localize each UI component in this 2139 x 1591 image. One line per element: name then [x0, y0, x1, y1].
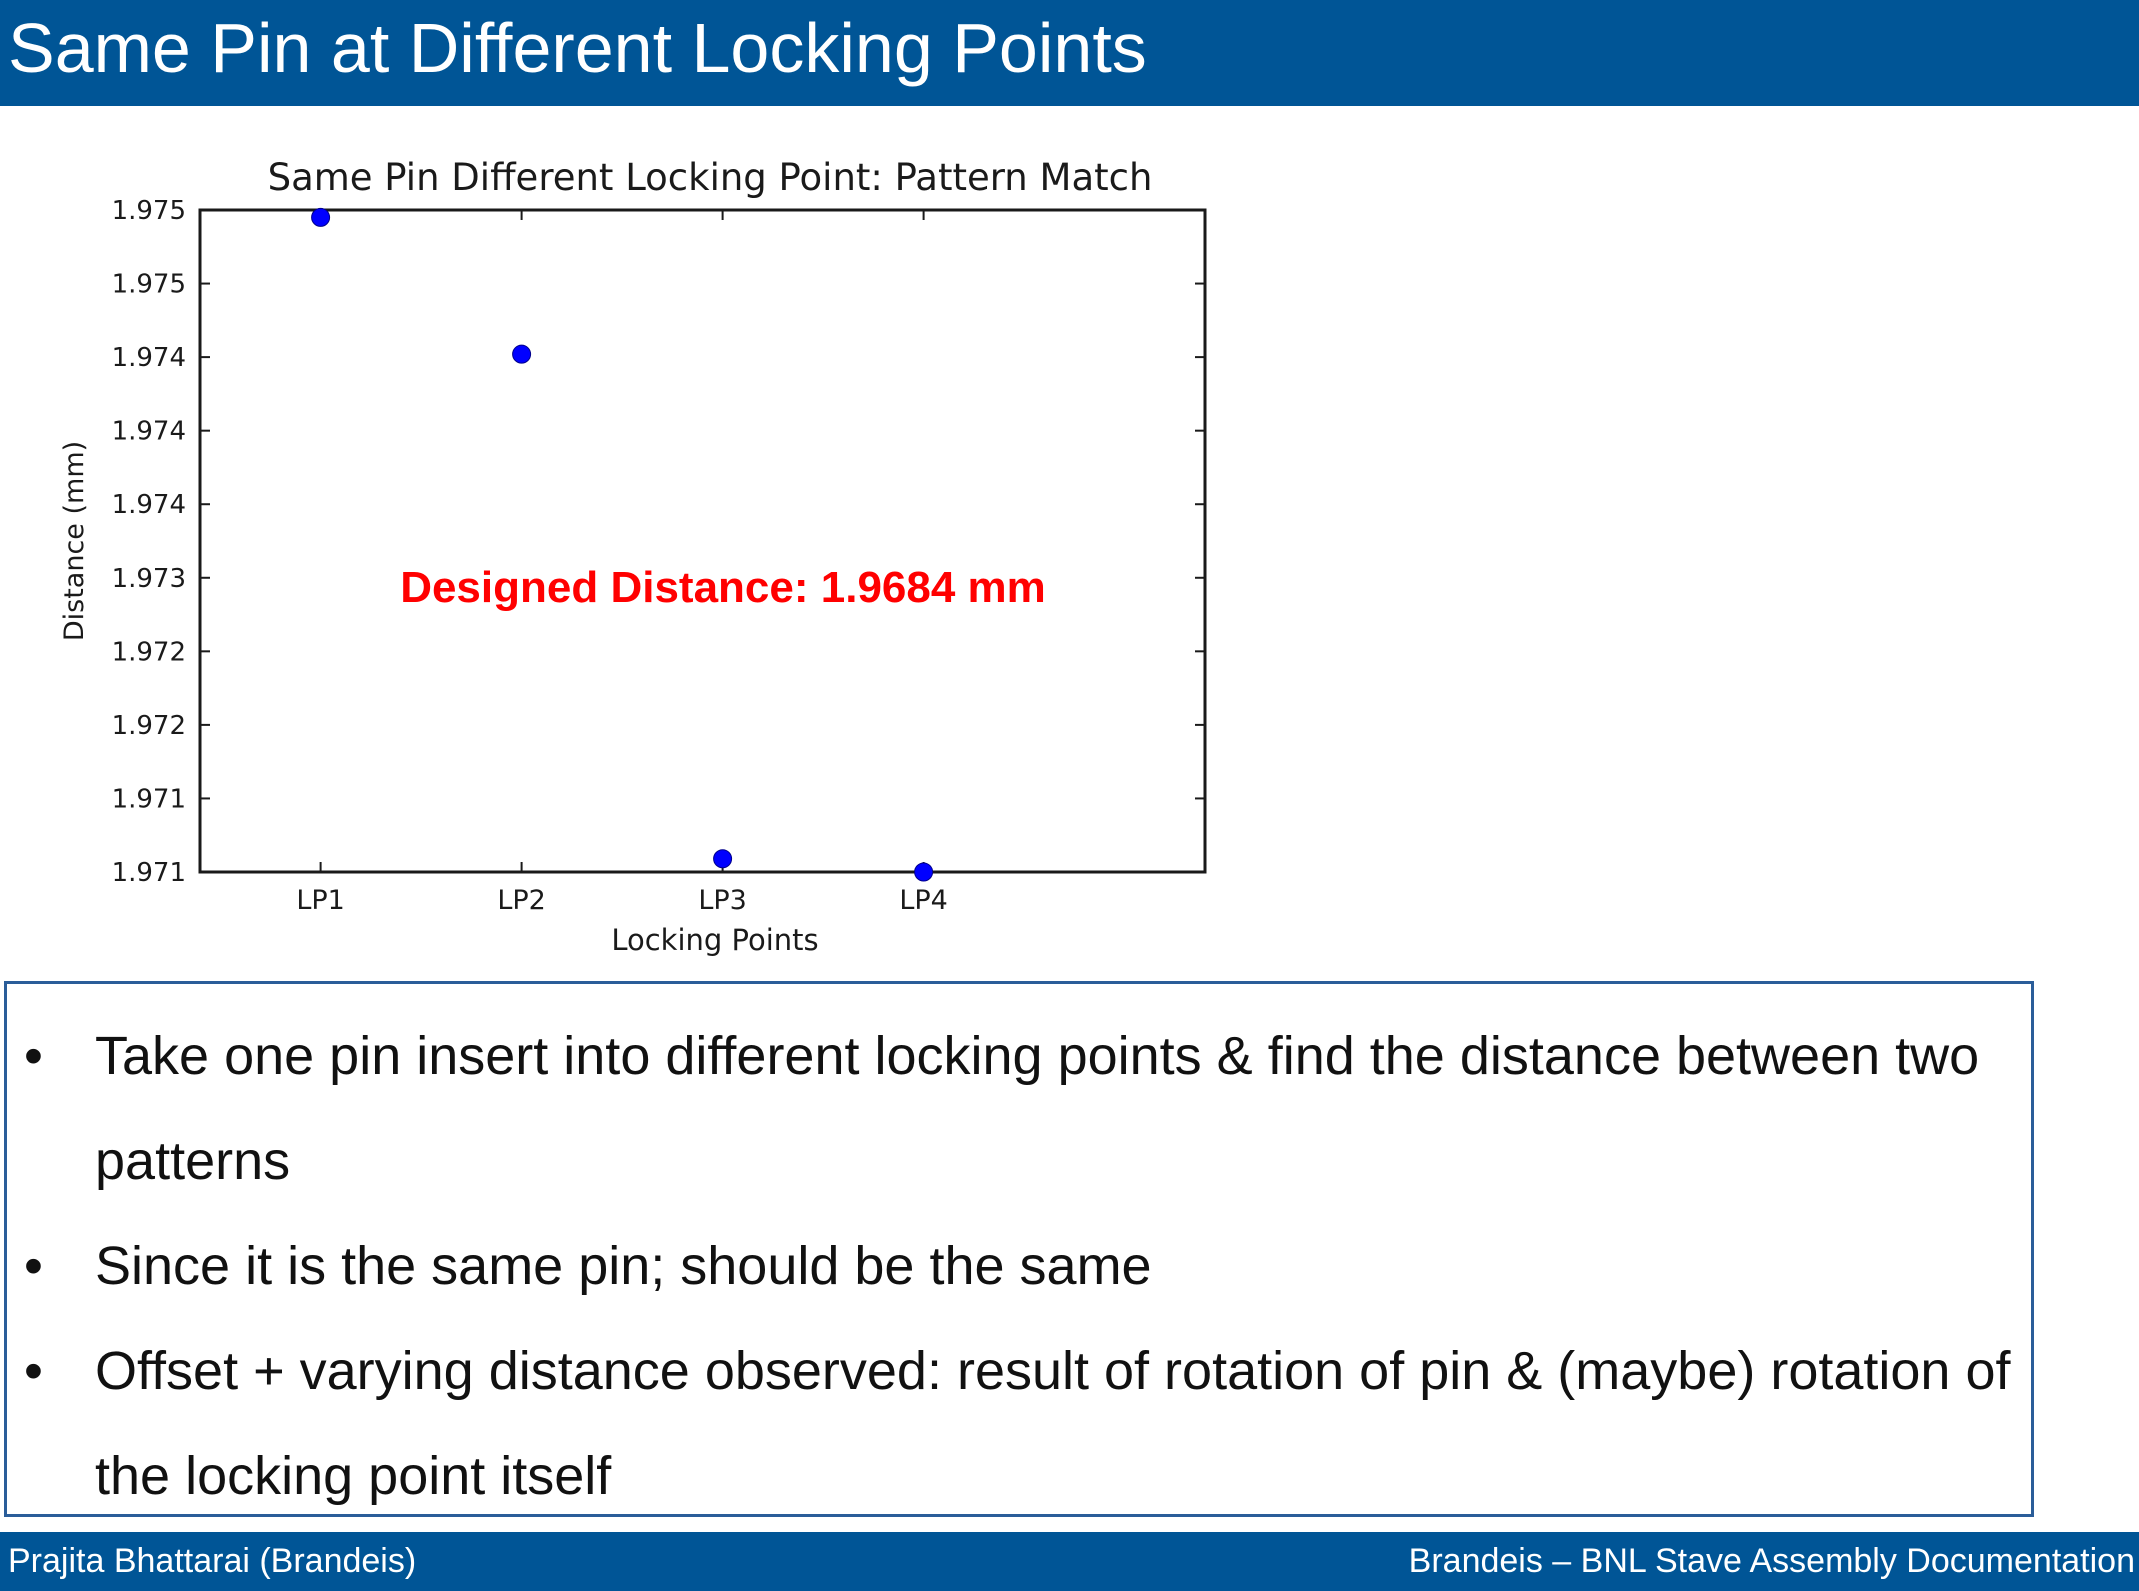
bullet-item: • Offset + varying distance observed: res… [7, 1319, 2031, 1529]
bullet-item: • Take one pin insert into different lock… [7, 1004, 2031, 1214]
title-bar: Same Pin at Different Locking Points [0, 0, 2139, 106]
data-point [713, 849, 733, 869]
x-tick-label: LP3 [698, 885, 747, 916]
y-axis: 1.975 1.975 1.974 1.974 1.974 1.973 1.972 1.972… [112, 196, 1205, 888]
bullet-dot: • [24, 1026, 43, 1086]
y-tick-label: 1.971 [112, 784, 186, 814]
bullet-dot: • [24, 1341, 43, 1401]
footer-author: Prajita Bhattarai (Brandeis) [8, 1542, 417, 1580]
y-tick-label: 1.972 [112, 711, 186, 741]
x-axis: LP1 LP2 LP3 LP4 [296, 210, 948, 916]
y-tick-label: 1.974 [112, 490, 186, 520]
y-tick-label: 1.974 [112, 417, 186, 447]
y-tick-label: 1.973 [112, 564, 186, 594]
y-tick-label: 1.975 [112, 270, 186, 300]
bullet-item: • Since it is the same pin; should be the… [7, 1214, 2031, 1319]
data-points [311, 207, 934, 882]
x-tick-label: LP1 [296, 885, 345, 916]
y-tick-label: 1.975 [112, 196, 186, 226]
x-tick-label: LP2 [497, 885, 546, 916]
footer-bar: Prajita Bhattarai (Brandeis) Brandeis – … [0, 1532, 2139, 1591]
bullet-text: Offset + varying distance observed: resu… [95, 1341, 2011, 1506]
slide-title: Same Pin at Different Locking Points [8, 9, 1147, 87]
y-tick-label: 1.971 [112, 858, 186, 888]
y-tick-label: 1.974 [112, 343, 186, 373]
notes-box: • Take one pin insert into different lock… [4, 981, 2034, 1517]
x-axis-label: Locking Points [611, 923, 818, 957]
bullet-text: Since it is the same pin; should be the … [95, 1236, 1152, 1296]
footer-project: Brandeis – BNL Stave Assembly Documentat… [1408, 1542, 2135, 1580]
y-axis-label: Distance (mm) [59, 441, 90, 641]
data-point [311, 207, 331, 227]
plot-frame [198, 208, 1207, 874]
scatter-chart: Same Pin Different Locking Point: Patter… [59, 156, 1207, 957]
bullet-text: Take one pin insert into different locki… [95, 1026, 1980, 1191]
data-point [512, 344, 532, 364]
designed-distance-annotation: Designed Distance: 1.9684 mm [400, 563, 1046, 612]
data-point [914, 862, 934, 882]
x-tick-label: LP4 [899, 885, 948, 916]
bullet-list: • Take one pin insert into different lock… [7, 1004, 2031, 1529]
bullet-dot: • [24, 1236, 43, 1296]
chart-title: Same Pin Different Locking Point: Patter… [268, 156, 1153, 199]
y-tick-label: 1.972 [112, 637, 186, 667]
